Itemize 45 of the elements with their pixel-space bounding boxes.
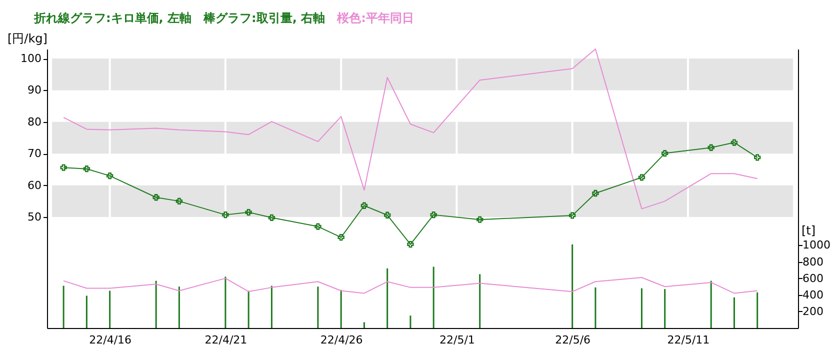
point bbox=[730, 139, 738, 146]
x-tick-label: 22/4/16 bbox=[89, 334, 132, 346]
point bbox=[708, 144, 714, 151]
point bbox=[338, 234, 344, 241]
point bbox=[407, 240, 414, 248]
point bbox=[384, 212, 391, 218]
line-series bbox=[63, 277, 758, 294]
x-tick-label: 22/4/26 bbox=[320, 334, 363, 346]
y-tick-label: 70 bbox=[28, 147, 42, 160]
x-tick-label: 22/4/21 bbox=[204, 334, 248, 346]
point bbox=[754, 154, 761, 161]
x-tick-label: 22/5/1 bbox=[440, 334, 475, 346]
point bbox=[106, 172, 114, 180]
y-tick-label: 50 bbox=[28, 210, 42, 224]
point bbox=[60, 164, 67, 171]
y2-tick-label: 200 bbox=[802, 304, 824, 318]
y2-tick-label: 1000 bbox=[802, 238, 830, 252]
point bbox=[245, 208, 252, 216]
point bbox=[222, 211, 229, 218]
chart-subtitle: 桜色:平年同日 bbox=[337, 11, 414, 25]
point bbox=[662, 150, 668, 157]
y2-axis-title: [t] bbox=[802, 224, 816, 238]
x-tick-label: 22/5/6 bbox=[555, 334, 591, 346]
point bbox=[476, 216, 484, 223]
line-series bbox=[63, 48, 758, 210]
y-tick-label: 60 bbox=[28, 178, 42, 192]
y2-tick-label: 400 bbox=[802, 288, 824, 302]
point bbox=[430, 211, 437, 218]
y-tick-label: 80 bbox=[28, 115, 42, 128]
point bbox=[176, 198, 183, 205]
y2-tick-label: 600 bbox=[802, 272, 824, 285]
point bbox=[569, 212, 576, 219]
point bbox=[83, 166, 90, 172]
point bbox=[360, 202, 368, 209]
x-tick-label: 22/5/11 bbox=[667, 334, 710, 346]
chart-title: 折れ線グラフ:キロ単価, 左軸 棒グラフ:取引量, 右軸 bbox=[34, 11, 326, 25]
point bbox=[638, 174, 646, 181]
y-tick-label: 100 bbox=[20, 52, 42, 66]
y-axis-title: [円/kg] bbox=[8, 32, 48, 46]
point bbox=[592, 190, 599, 197]
point bbox=[268, 214, 276, 222]
y-tick-label: 90 bbox=[28, 84, 42, 97]
point bbox=[314, 223, 322, 230]
y2-tick-label: 800 bbox=[802, 255, 824, 268]
point bbox=[152, 194, 160, 201]
